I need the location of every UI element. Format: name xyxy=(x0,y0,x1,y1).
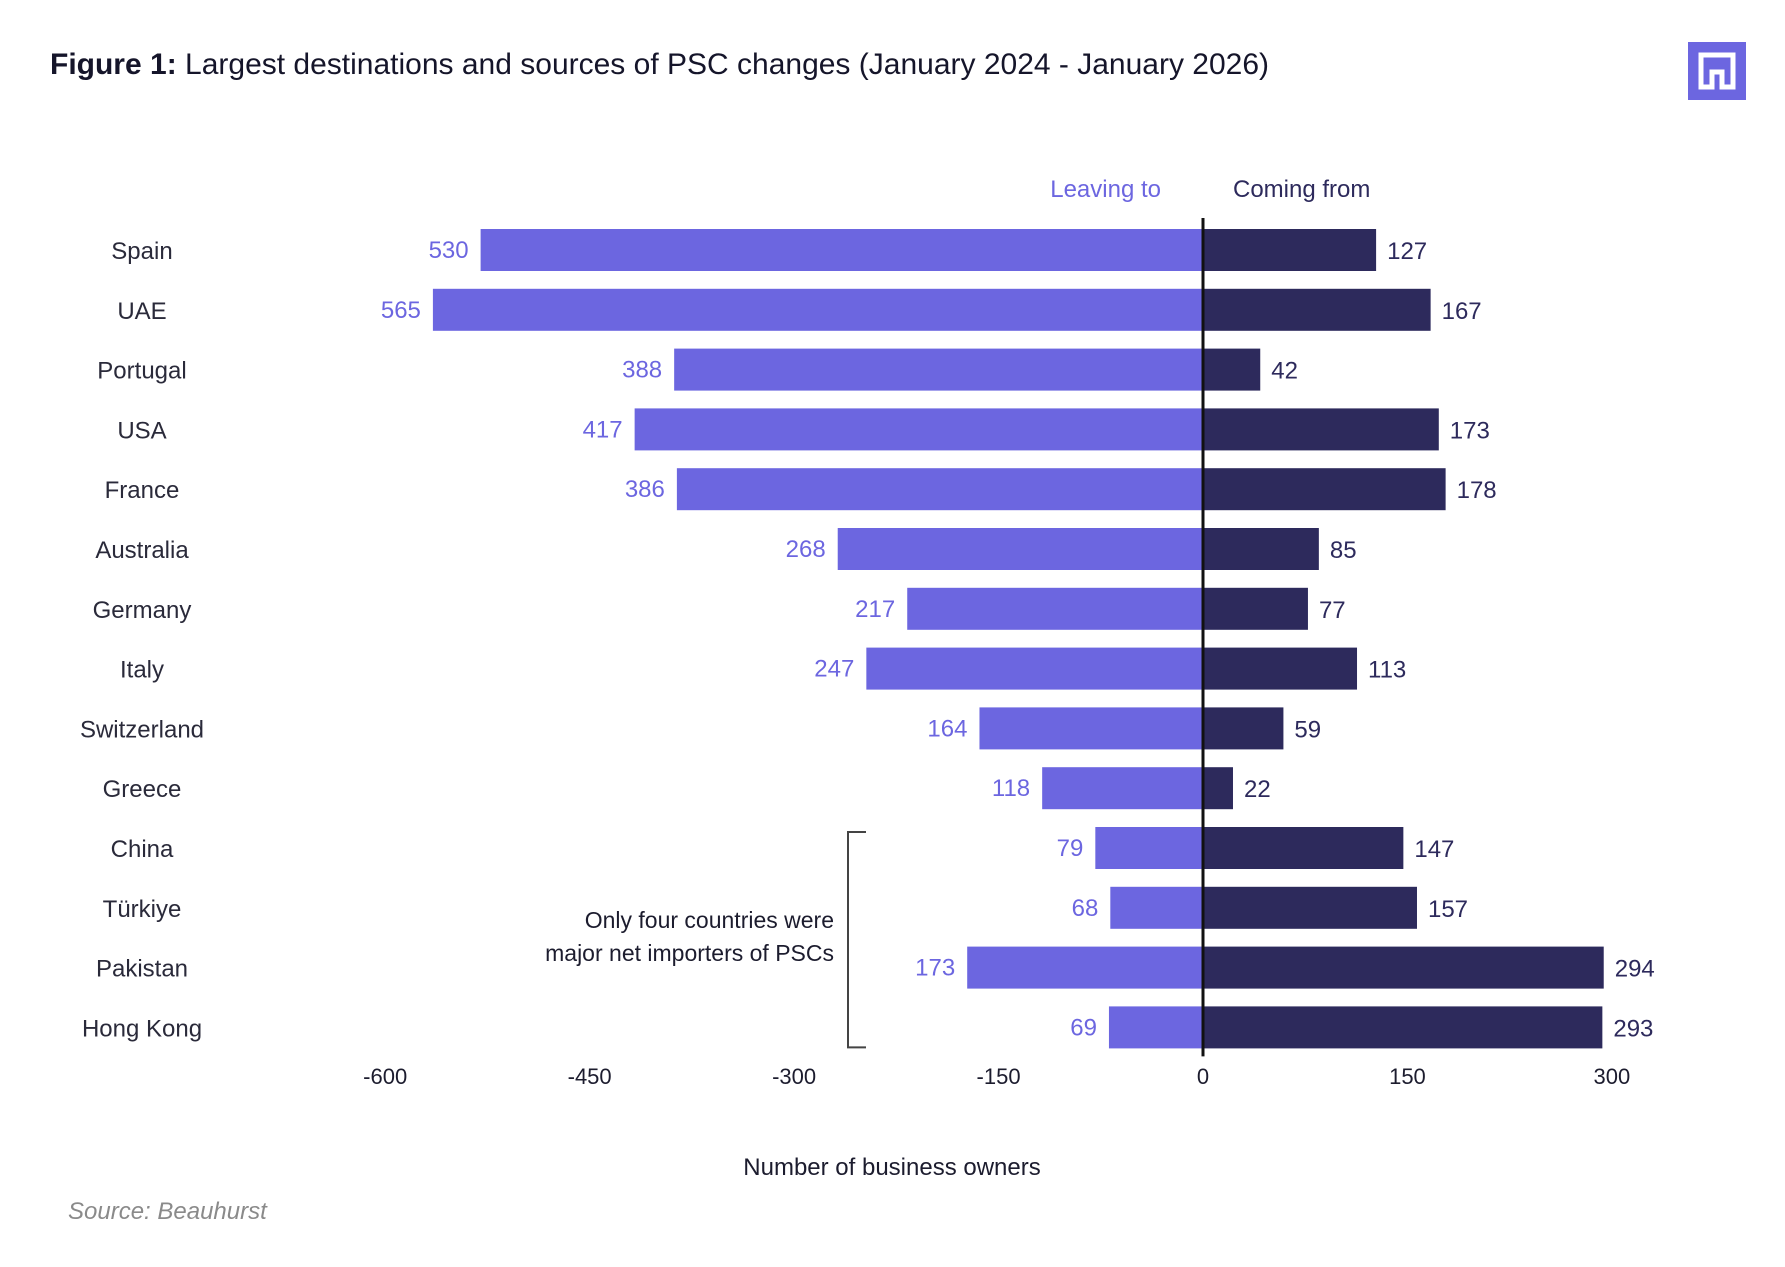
data-label-leaving: 164 xyxy=(927,715,967,742)
x-tick-label: -450 xyxy=(568,1064,612,1089)
annotation-bracket xyxy=(847,831,866,1049)
annotation-text: major net importers of PSCs xyxy=(545,940,834,966)
bar-coming xyxy=(1203,946,1604,989)
category-label: Pakistan xyxy=(96,956,188,983)
category-label: Italy xyxy=(120,657,164,684)
category-label: USA xyxy=(117,417,166,444)
category-label: Hong Kong xyxy=(82,1015,202,1042)
title-prefix: Figure 1: xyxy=(50,48,177,81)
data-label-leaving: 530 xyxy=(429,237,469,264)
annotation-text: Only four countries were xyxy=(585,907,834,933)
category-label: Türkiye xyxy=(103,896,182,923)
bar-coming xyxy=(1203,767,1233,810)
data-label-leaving: 386 xyxy=(625,476,665,503)
data-label-leaving: 388 xyxy=(622,357,662,384)
data-label-coming: 22 xyxy=(1244,776,1271,803)
data-label-coming: 127 xyxy=(1387,238,1427,265)
bar-leaving xyxy=(837,528,1203,570)
data-label-coming: 113 xyxy=(1368,657,1406,684)
data-label-leaving: 217 xyxy=(855,596,895,623)
bar-coming xyxy=(1203,886,1417,929)
data-label-leaving: 417 xyxy=(583,416,623,443)
category-label: Greece xyxy=(103,776,182,803)
series-label-leaving: Leaving to xyxy=(1050,176,1161,203)
data-label-leaving: 69 xyxy=(1070,1014,1097,1041)
data-label-leaving: 173 xyxy=(915,955,955,982)
title-text: Largest destinations and sources of PSC … xyxy=(185,48,1270,81)
bar-coming xyxy=(1203,468,1446,511)
category-label: Spain xyxy=(111,238,172,265)
data-label-coming: 59 xyxy=(1294,716,1321,743)
source-note: Source: Beauhurst xyxy=(68,1198,267,1225)
data-label-coming: 157 xyxy=(1428,896,1468,923)
category-label: Switzerland xyxy=(80,716,204,743)
x-tick-label: 150 xyxy=(1389,1064,1426,1089)
x-tick-label: -600 xyxy=(363,1064,407,1089)
bar-coming xyxy=(1203,647,1358,690)
bar-coming xyxy=(1203,707,1284,750)
data-label-coming: 42 xyxy=(1271,358,1298,385)
category-label: Australia xyxy=(95,537,189,564)
bar-leaving xyxy=(480,229,1203,271)
bar-leaving xyxy=(866,647,1203,690)
bar-leaving xyxy=(1095,827,1203,869)
bar-coming xyxy=(1203,288,1431,331)
x-tick-label: 300 xyxy=(1594,1064,1631,1089)
bar-coming xyxy=(1203,587,1308,630)
data-label-coming: 85 xyxy=(1330,537,1357,564)
data-label-coming: 294 xyxy=(1615,956,1655,983)
bar-leaving xyxy=(634,408,1203,451)
beauhurst-logo-icon xyxy=(1688,42,1746,100)
data-label-leaving: 118 xyxy=(992,775,1030,802)
x-tick-label: -300 xyxy=(772,1064,816,1089)
bar-leaving xyxy=(676,468,1203,511)
series-label-coming: Coming from xyxy=(1233,176,1370,203)
data-label-coming: 293 xyxy=(1613,1015,1653,1042)
bar-leaving xyxy=(1110,886,1203,929)
data-label-coming: 77 xyxy=(1319,597,1346,624)
category-label: Germany xyxy=(93,597,192,624)
bar-coming xyxy=(1203,408,1439,451)
bar-coming xyxy=(1203,1006,1603,1049)
data-label-leaving: 565 xyxy=(381,297,421,324)
bar-leaving xyxy=(1042,767,1203,810)
bar-leaving xyxy=(979,707,1203,750)
x-tick-label: 0 xyxy=(1197,1064,1209,1089)
bar-leaving xyxy=(1108,1006,1203,1049)
chart-title: Figure 1: Largest destinations and sourc… xyxy=(50,48,1269,82)
data-label-coming: 147 xyxy=(1414,836,1454,863)
data-label-leaving: 247 xyxy=(814,656,854,683)
bar-coming xyxy=(1203,827,1404,869)
bar-leaving xyxy=(432,288,1203,331)
data-label-coming: 167 xyxy=(1442,298,1482,325)
category-label: China xyxy=(111,836,174,863)
category-label: Portugal xyxy=(97,358,186,385)
diverging-bar-chart: Leaving to Coming from Spain 530 127 UAE 565 16… xyxy=(80,176,1655,1181)
data-label-leaving: 79 xyxy=(1057,835,1084,862)
data-label-leaving: 68 xyxy=(1072,895,1099,922)
x-tick-label: -150 xyxy=(977,1064,1021,1089)
bar-coming xyxy=(1203,348,1261,391)
data-label-coming: 173 xyxy=(1450,417,1490,444)
x-axis-title: Number of business owners xyxy=(743,1154,1040,1181)
bar-coming xyxy=(1203,528,1319,570)
bar-leaving xyxy=(907,587,1203,630)
bar-coming xyxy=(1203,229,1377,271)
category-label: UAE xyxy=(117,298,166,325)
data-label-leaving: 268 xyxy=(786,536,826,563)
data-label-coming: 178 xyxy=(1457,477,1497,504)
bar-leaving xyxy=(967,946,1203,989)
bar-leaving xyxy=(674,348,1203,391)
category-label: France xyxy=(105,477,180,504)
